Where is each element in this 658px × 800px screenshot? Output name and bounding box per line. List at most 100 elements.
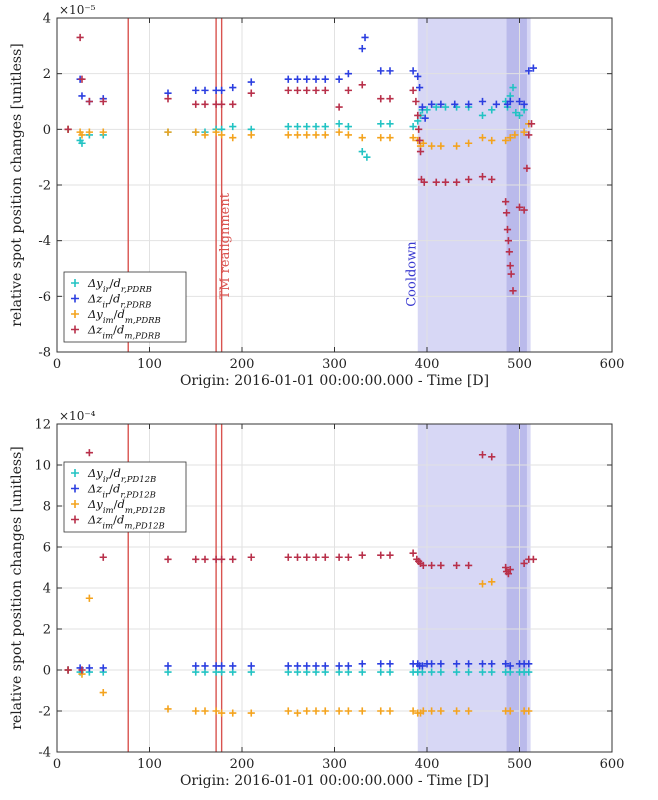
data-point (293, 553, 302, 561)
data-point (377, 67, 385, 75)
legend-label: Δzim/dm,PD12B (87, 513, 165, 532)
data-point (229, 100, 237, 108)
data-point (478, 580, 487, 588)
data-point (321, 707, 329, 715)
data-point (416, 136, 424, 145)
data-point (293, 131, 302, 139)
data-point (247, 131, 255, 139)
data-point (520, 206, 528, 214)
x-axis-label: Origin: 2016-01-01 00:00:00.000 - Time [… (180, 773, 489, 789)
x-tick-label: 0 (53, 757, 61, 772)
y-tick-label: 2 (43, 623, 51, 638)
legend-label: Δyir/dr,PDRB (87, 276, 152, 295)
data-point (506, 707, 514, 715)
data-point (523, 164, 531, 172)
data-point (506, 97, 514, 106)
data-point (414, 72, 422, 81)
data-point (515, 97, 524, 106)
data-point (335, 707, 343, 715)
data-point (99, 688, 107, 697)
data-point (64, 125, 72, 133)
data-point (428, 707, 436, 715)
x-tick-label: 300 (322, 357, 347, 372)
data-point (164, 128, 172, 136)
data-point (421, 114, 429, 122)
data-point (488, 578, 496, 586)
data-point (412, 97, 420, 106)
data-point (465, 660, 473, 668)
data-point (358, 45, 366, 53)
data-point (515, 111, 524, 120)
data-point (525, 67, 533, 75)
data-point (312, 707, 320, 715)
data-point (428, 561, 436, 570)
data-point (344, 70, 352, 78)
data-point (218, 555, 226, 563)
data-point (377, 707, 385, 715)
data-point (415, 125, 423, 133)
legend-label: Δzim/dm,PDRB (87, 323, 160, 342)
data-point (192, 128, 200, 136)
data-point (416, 148, 425, 156)
data-point (293, 122, 302, 131)
y-tick-label: 4 (43, 12, 51, 27)
y-tick-label: 12 (34, 418, 51, 433)
x-tick-label: 100 (137, 357, 162, 372)
data-point (504, 570, 512, 578)
data-point (321, 86, 329, 94)
data-point (437, 707, 445, 715)
data-point (85, 664, 93, 672)
data-point (409, 67, 417, 75)
x-tick-label: 200 (230, 357, 255, 372)
legend-marker (71, 325, 79, 334)
data-point (437, 100, 445, 108)
data-point (488, 453, 496, 461)
data-point (478, 173, 487, 181)
legend-marker (71, 294, 79, 303)
data-point (218, 668, 226, 676)
data-point (386, 95, 394, 103)
series (64, 449, 537, 674)
data-point (321, 662, 329, 670)
data-point (312, 122, 320, 131)
x-tick-label: 600 (600, 357, 625, 372)
data-point (478, 451, 487, 459)
data-point (418, 103, 426, 111)
y-axis-label: relative spot position changes [unitless… (9, 446, 25, 730)
data-point (78, 75, 86, 83)
y-tick-label: 0 (43, 123, 51, 138)
data-point (229, 122, 237, 131)
data-point (321, 668, 329, 676)
data-point (293, 75, 302, 83)
data-point (192, 555, 200, 563)
legend-label: Δyir/dr,PD12B (87, 466, 156, 485)
data-point (358, 707, 366, 715)
data-point (247, 78, 255, 86)
data-point (419, 561, 427, 570)
data-point (504, 237, 512, 245)
data-point (419, 139, 427, 147)
data-point (321, 75, 329, 83)
data-point (247, 668, 255, 676)
data-point (527, 120, 536, 128)
data-point (428, 142, 436, 150)
data-point (247, 662, 255, 670)
data-point (409, 707, 417, 715)
data-point (358, 551, 366, 559)
data-point (478, 97, 487, 106)
y-axis-label: relative spot position changes [unitless… (9, 43, 25, 327)
legend-box (63, 461, 187, 533)
data-point (520, 128, 528, 136)
data-point (377, 134, 385, 142)
x-tick-label: 100 (137, 757, 162, 772)
series (64, 660, 533, 674)
data-point (321, 553, 329, 561)
data-point (201, 662, 209, 670)
data-point (512, 109, 520, 117)
data-point (437, 142, 445, 150)
data-point (164, 95, 172, 103)
data-point (99, 97, 107, 106)
data-point (488, 668, 496, 676)
x-tick-label: 400 (415, 757, 440, 772)
data-point (465, 707, 473, 715)
